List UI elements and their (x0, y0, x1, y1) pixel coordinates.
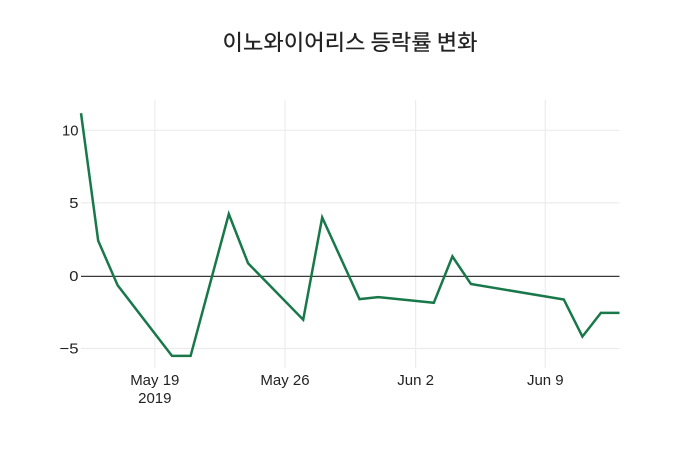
svg-text:Jun 9: Jun 9 (527, 372, 564, 389)
svg-text:2019: 2019 (138, 390, 171, 407)
svg-text:May 19: May 19 (130, 372, 179, 389)
svg-text:5: 5 (69, 195, 78, 212)
svg-text:0: 0 (69, 268, 78, 285)
svg-text:−5: −5 (60, 341, 79, 358)
svg-text:May 26: May 26 (260, 372, 309, 389)
svg-text:10: 10 (62, 123, 79, 140)
svg-text:Jun 2: Jun 2 (397, 372, 434, 389)
